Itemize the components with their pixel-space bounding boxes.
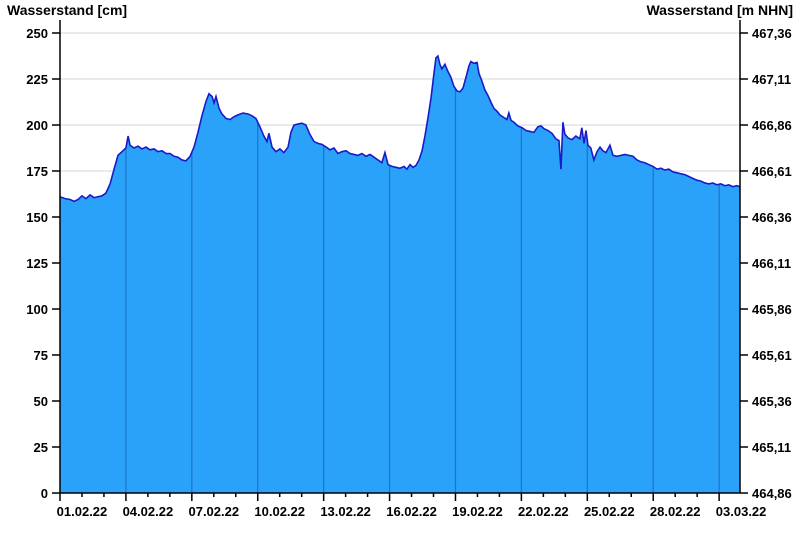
y-right-tick-label: 467,36: [752, 26, 792, 41]
axis-ticks: [52, 32, 748, 501]
x-tick-label: 10.02.22: [254, 504, 305, 519]
y-left-tick-label: 150: [26, 210, 48, 225]
y-left-tick-label: 175: [26, 164, 48, 179]
right-axis-title: Wasserstand [m NHN]: [646, 2, 793, 18]
y-right-tick-label: 466,11: [752, 256, 791, 271]
y-left-tick-label: 200: [26, 118, 48, 133]
x-tick-label: 07.02.22: [188, 504, 239, 519]
y-right-tick-label: 467,11: [752, 72, 791, 87]
x-tick-label: 16.02.22: [386, 504, 437, 519]
y-left-tick-label: 75: [34, 348, 48, 363]
x-tick-label: 25.02.22: [584, 504, 635, 519]
water-level-line: [59, 54, 741, 203]
x-tick-label: 22.02.22: [518, 504, 569, 519]
y-left-tick-label: 0: [41, 486, 48, 501]
x-tick-label: 13.02.22: [320, 504, 371, 519]
x-tick-label: 19.02.22: [452, 504, 503, 519]
x-tick-label: 04.02.22: [123, 504, 174, 519]
y-right-tick-label: 465,61: [752, 348, 792, 363]
y-right-tick-label: 465,36: [752, 394, 792, 409]
y-left-tick-label: 100: [26, 302, 48, 317]
y-right-tick-label: 465,86: [752, 302, 792, 317]
y-right-tick-label: 466,36: [752, 210, 792, 225]
y-left-tick-label: 125: [26, 256, 48, 271]
axes: [59, 20, 741, 494]
axis-tick-labels: 0 25 50 75 100 125 150 175 200 225 250 464,86 465,11…: [26, 26, 791, 519]
y-right-tick-label: 465,11: [752, 440, 791, 455]
y-left-tick-label: 25: [34, 440, 48, 455]
x-tick-label: 01.02.22: [57, 504, 108, 519]
y-left-tick-label: 50: [34, 394, 48, 409]
left-axis-title: Wasserstand [cm]: [7, 2, 128, 18]
water-level-area-fill: [60, 56, 740, 493]
y-left-tick-label: 225: [26, 72, 48, 87]
y-right-tick-label: 466,61: [752, 164, 792, 179]
y-right-tick-label: 466,86: [752, 118, 792, 133]
y-left-tick-label: 250: [26, 26, 48, 41]
x-tick-label: 28.02.22: [650, 504, 701, 519]
y-right-tick-label: 464,86: [752, 486, 792, 501]
x-tick-label: 03.03.22: [716, 504, 767, 519]
